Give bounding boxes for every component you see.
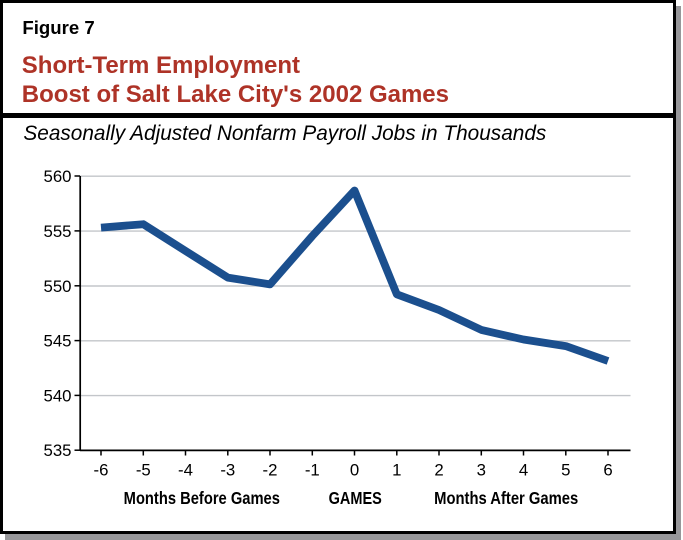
svg-text:0: 0 [350, 461, 359, 480]
svg-text:4: 4 [519, 461, 528, 480]
svg-text:2: 2 [434, 461, 443, 480]
svg-text:1: 1 [392, 461, 401, 480]
svg-text:535: 535 [44, 441, 72, 460]
svg-text:Months Before Games: Months Before Games [124, 489, 280, 509]
svg-text:545: 545 [44, 332, 72, 351]
svg-text:Months After Games: Months After Games [434, 489, 578, 508]
svg-text:560: 560 [44, 167, 72, 186]
svg-text:-4: -4 [178, 461, 193, 480]
svg-text:550: 550 [44, 277, 72, 296]
svg-text:-3: -3 [220, 461, 235, 480]
svg-text:-6: -6 [94, 461, 109, 480]
svg-text:-1: -1 [305, 461, 320, 480]
svg-text:540: 540 [44, 386, 72, 405]
svg-text:5: 5 [561, 461, 570, 480]
svg-text:-2: -2 [263, 461, 278, 480]
svg-text:GAMES: GAMES [329, 489, 382, 509]
svg-text:6: 6 [603, 461, 612, 480]
svg-text:3: 3 [477, 461, 486, 480]
svg-text:-5: -5 [136, 461, 151, 480]
svg-text:555: 555 [44, 222, 72, 241]
